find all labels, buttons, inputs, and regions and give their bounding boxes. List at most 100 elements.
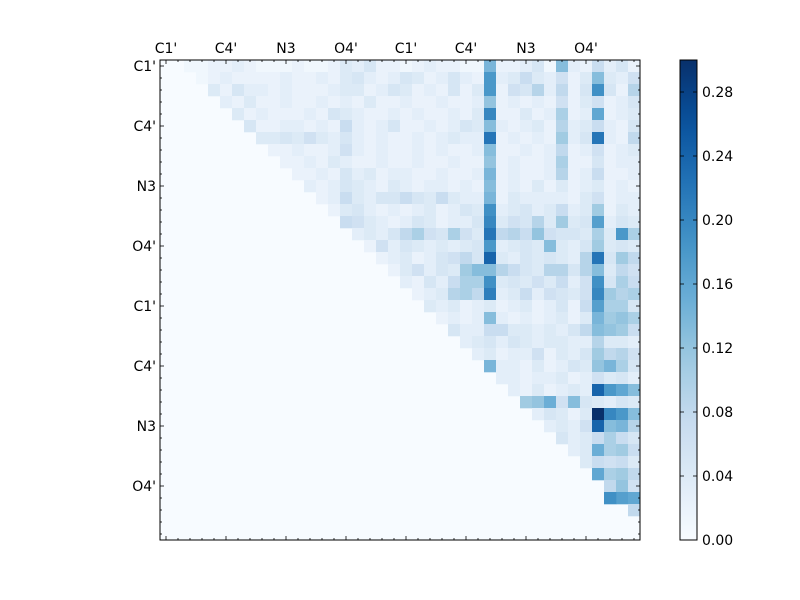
heatmap-cell: [424, 60, 437, 73]
heatmap-cell: [508, 300, 521, 313]
heatmap-cell: [448, 108, 461, 121]
heatmap-cell: [412, 168, 425, 181]
heatmap-cell: [496, 336, 509, 349]
heatmap-cell: [628, 108, 641, 121]
heatmap-cell: [592, 252, 605, 265]
heatmap-cell: [388, 204, 401, 217]
heatmap-cell: [592, 468, 605, 481]
heatmap-cell: [592, 432, 605, 445]
heatmap-cell: [580, 168, 593, 181]
heatmap-cell: [508, 228, 521, 241]
heatmap-cell: [292, 108, 305, 121]
heatmap-cell: [604, 312, 617, 325]
heatmap-cell: [532, 312, 545, 325]
heatmap-cell: [436, 108, 449, 121]
heatmap-cell: [388, 120, 401, 133]
heatmap-cell: [520, 120, 533, 133]
heatmap-cell: [364, 180, 377, 193]
heatmap-cell: [592, 180, 605, 193]
heatmap-cell: [448, 132, 461, 145]
heatmap-cell: [604, 168, 617, 181]
heatmap-cell: [292, 132, 305, 145]
heatmap-cell: [532, 348, 545, 361]
heatmap-cell: [508, 312, 521, 325]
heatmap-cell: [520, 192, 533, 205]
x-tick-label: C1': [155, 41, 178, 57]
heatmap-cell: [520, 252, 533, 265]
heatmap-cell: [580, 288, 593, 301]
heatmap-cell: [364, 108, 377, 121]
heatmap-cell: [508, 84, 521, 97]
heatmap-cell: [364, 156, 377, 169]
heatmap-cell: [460, 144, 473, 157]
heatmap-cell: [532, 228, 545, 241]
heatmap-cell: [340, 132, 353, 145]
heatmap-cell: [580, 180, 593, 193]
heatmap-cell: [556, 228, 569, 241]
heatmap-cell: [520, 276, 533, 289]
heatmap-cell: [400, 72, 413, 85]
heatmap-cell: [232, 60, 245, 73]
heatmap-cell: [400, 276, 413, 289]
heatmap-cell: [628, 432, 641, 445]
heatmap-cell: [352, 156, 365, 169]
heatmap-cell: [400, 180, 413, 193]
heatmap-cell: [340, 180, 353, 193]
heatmap-cell: [448, 216, 461, 229]
heatmap-cell: [604, 72, 617, 85]
heatmap-cell: [616, 360, 629, 373]
heatmap-cell: [460, 72, 473, 85]
heatmap-cell: [400, 192, 413, 205]
heatmap-cell: [484, 312, 497, 325]
heatmap-cell: [628, 72, 641, 85]
heatmap-cell: [304, 72, 317, 85]
heatmap-cell: [544, 372, 557, 385]
heatmap-cell: [484, 168, 497, 181]
heatmap-cell: [508, 204, 521, 217]
colorbar-tick-label: 0.12: [702, 341, 733, 357]
heatmap-cell: [544, 288, 557, 301]
heatmap-cell: [496, 168, 509, 181]
heatmap-cell: [388, 132, 401, 145]
heatmap-cell: [568, 408, 581, 421]
heatmap-cell: [628, 216, 641, 229]
heatmap-cell: [460, 180, 473, 193]
heatmap-axes: C1' C4' N3 O4' C1' C4' N3 O4' C1' C4' N3 O4' C1' C4' N…: [132, 41, 641, 541]
heatmap-cell: [628, 84, 641, 97]
heatmap-cell: [472, 252, 485, 265]
heatmap-cell: [484, 324, 497, 337]
heatmap-cell: [604, 408, 617, 421]
heatmap-cell: [544, 252, 557, 265]
heatmap-cell: [616, 60, 629, 73]
heatmap-cell: [304, 120, 317, 133]
heatmap-cell: [376, 96, 389, 109]
heatmap-cell: [460, 84, 473, 97]
heatmap-cell: [448, 312, 461, 325]
heatmap-cell: [592, 444, 605, 457]
heatmap-cell: [556, 192, 569, 205]
heatmap-cell: [508, 72, 521, 85]
heatmap-cell: [568, 360, 581, 373]
heatmap-cell: [364, 96, 377, 109]
heatmap-cell: [556, 336, 569, 349]
heatmap-cell: [244, 72, 257, 85]
heatmap-cell: [508, 348, 521, 361]
heatmap-cell: [424, 168, 437, 181]
heatmap-cell: [592, 72, 605, 85]
heatmap-cell: [352, 132, 365, 145]
heatmap-cell: [292, 96, 305, 109]
plot-frame: [159, 59, 641, 541]
heatmap-cell: [388, 156, 401, 169]
heatmap-cell: [472, 228, 485, 241]
heatmap-cell: [472, 168, 485, 181]
heatmap-cell: [556, 132, 569, 145]
heatmap-cell: [460, 204, 473, 217]
heatmap-cell: [508, 372, 521, 385]
heatmap-cell: [448, 156, 461, 169]
heatmap-cell: [424, 204, 437, 217]
heatmap-cell: [484, 84, 497, 97]
heatmap-cell: [388, 228, 401, 241]
heatmap-cell: [484, 216, 497, 229]
heatmap-cell: [628, 336, 641, 349]
heatmap-cell: [568, 240, 581, 253]
